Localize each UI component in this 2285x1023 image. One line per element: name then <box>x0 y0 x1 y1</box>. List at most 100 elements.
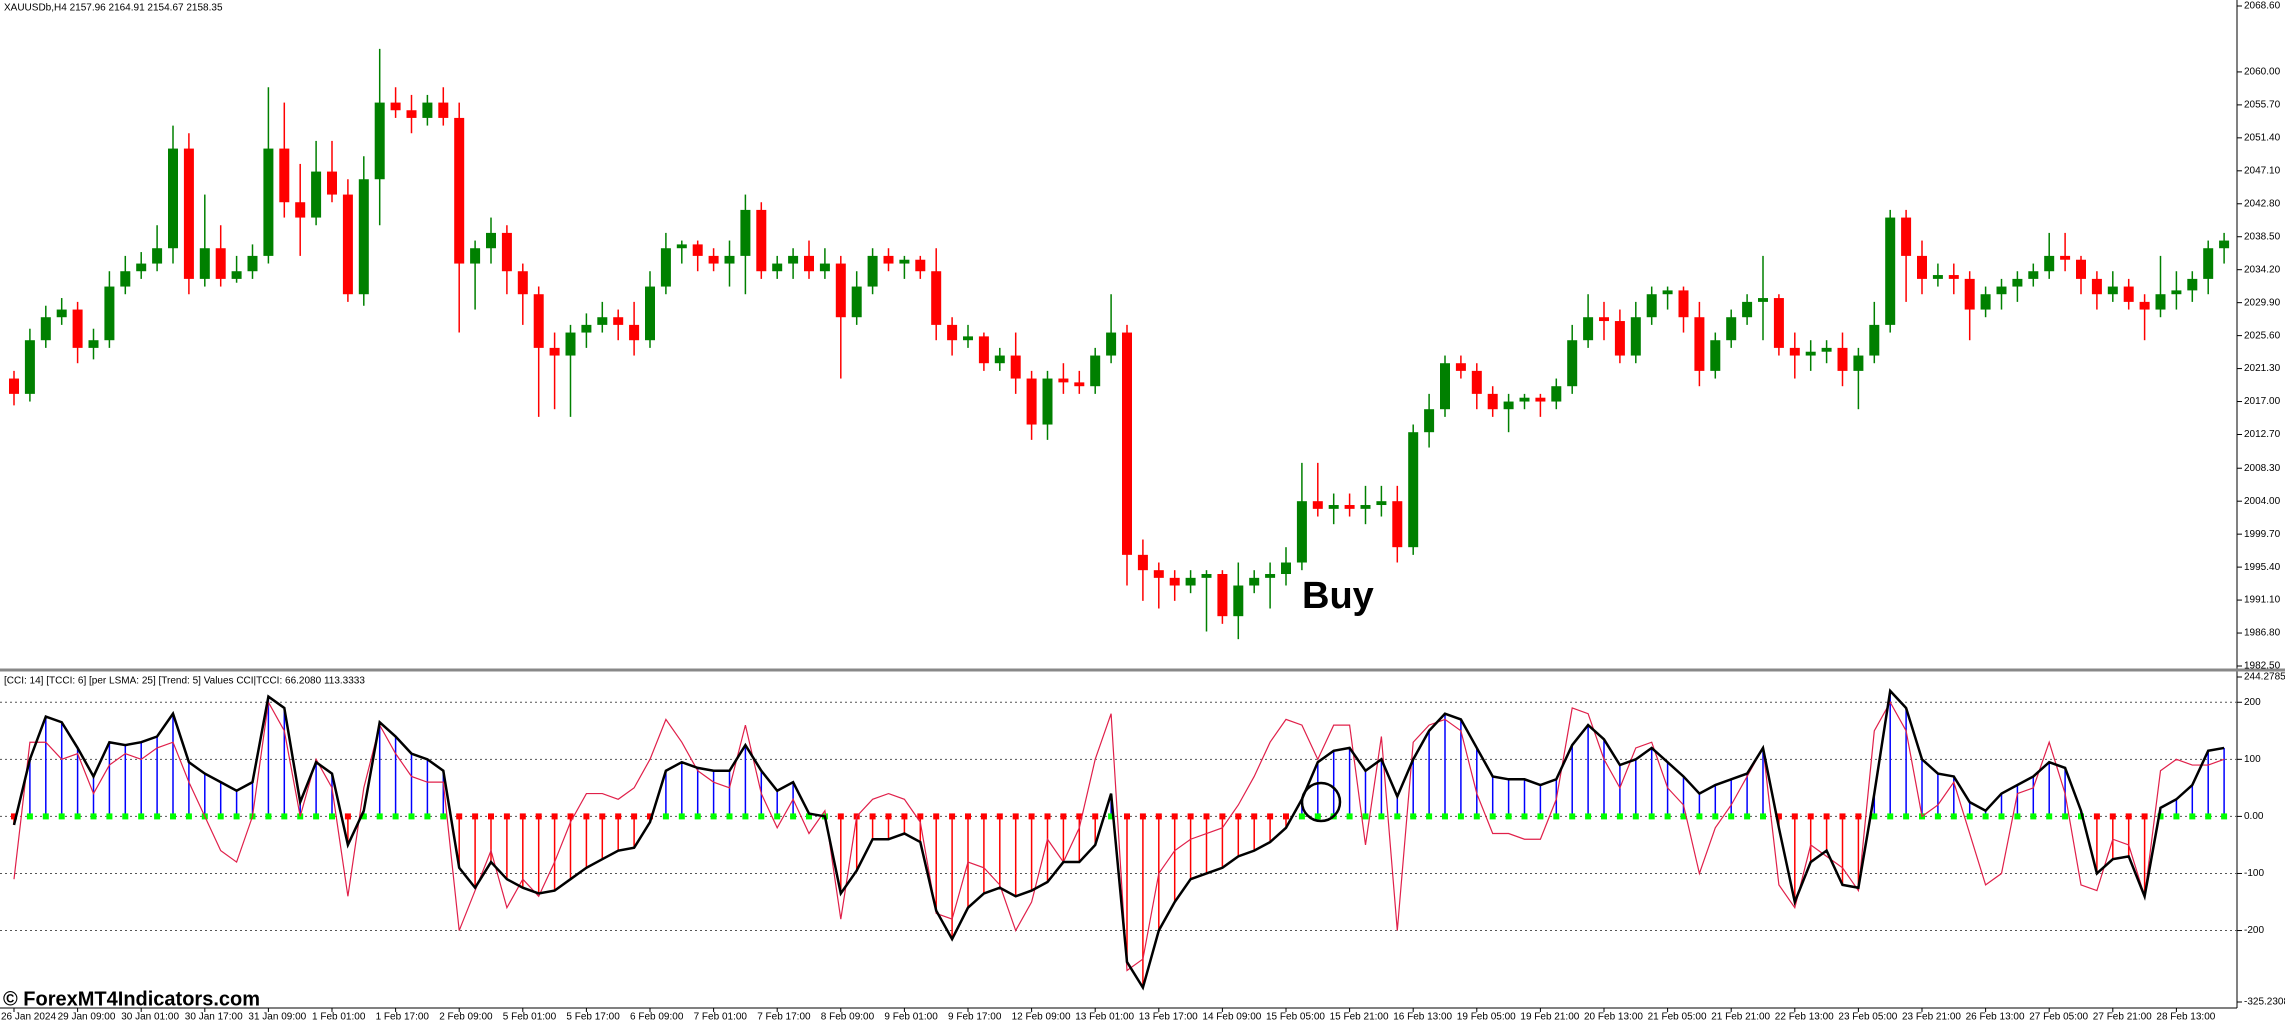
zero-dot <box>392 813 399 820</box>
watermark: © ForexMT4Indicators.com <box>3 988 260 1010</box>
zero-dot <box>1076 813 1083 820</box>
candle-body <box>136 263 147 272</box>
candle-body <box>215 248 226 279</box>
zero-dot <box>1553 813 1560 820</box>
zero-dot <box>329 813 335 820</box>
candle-body <box>1821 347 1832 352</box>
x-tick-label: 6 Feb 09:00 <box>630 1012 684 1023</box>
candle-body <box>1583 317 1594 341</box>
zero-dot <box>265 813 272 820</box>
zero-dot <box>726 813 733 820</box>
zero-dot <box>662 813 669 820</box>
zero-dot <box>1457 813 1464 820</box>
candle-body <box>565 332 576 356</box>
candle-body <box>374 102 385 180</box>
candle-body <box>501 232 512 272</box>
x-tick-label: 21 Feb 05:00 <box>1648 1012 1707 1023</box>
zero-dot <box>488 813 494 820</box>
y-tick-label: 2021.30 <box>2244 363 2281 374</box>
zero-dot <box>710 813 717 820</box>
candle-body <box>1678 290 1689 318</box>
candle-body <box>1344 505 1355 509</box>
candle-body <box>406 110 417 118</box>
zero-dot <box>1108 813 1115 820</box>
x-tick-label: 9 Feb 01:00 <box>884 1012 938 1023</box>
candle-body <box>2044 255 2055 272</box>
zero-dot <box>647 813 653 820</box>
x-tick-label: 7 Feb 17:00 <box>757 1012 811 1023</box>
zero-dot <box>901 813 908 820</box>
candle-body <box>390 102 401 111</box>
candle-body <box>1312 501 1323 509</box>
candle-body <box>756 209 767 272</box>
zero-dot <box>360 813 367 820</box>
candle-body <box>168 148 178 249</box>
candle-body <box>1503 401 1514 410</box>
y-tick-label: 2004.00 <box>2244 496 2281 507</box>
zero-dot <box>1966 813 1973 820</box>
candle-body <box>2219 240 2230 249</box>
y-tick-label: 0.00 <box>2244 811 2264 822</box>
chart-header: XAUUSDb,H4 2157.96 2164.91 2154.67 2158.… <box>4 3 223 14</box>
candle-body <box>1455 363 1466 371</box>
candle-body <box>486 232 496 249</box>
candle-body <box>72 309 83 348</box>
candle-body <box>613 317 624 325</box>
candle-body <box>295 202 306 218</box>
candle-body <box>24 340 35 394</box>
y-tick-label: 2017.00 <box>2244 396 2281 407</box>
candle-body <box>1074 382 1085 387</box>
x-tick-label: 20 Feb 13:00 <box>1584 1012 1643 1023</box>
candle-body <box>835 263 846 318</box>
zero-dot <box>1664 813 1671 820</box>
zero-dot <box>1950 813 1957 820</box>
zero-dot <box>42 813 49 820</box>
zero-dot <box>1648 813 1655 820</box>
candle-body <box>2187 278 2198 291</box>
candle-body <box>1726 317 1737 341</box>
zero-dot <box>1378 813 1385 820</box>
candle-body <box>1853 355 1864 371</box>
y-tick-label: 200 <box>2244 697 2261 708</box>
candle-body <box>279 148 290 203</box>
x-tick-label: 2 Feb 09:00 <box>439 1012 493 1023</box>
candle-body <box>183 148 194 279</box>
candle-body <box>1487 393 1498 410</box>
candle-body <box>1869 324 1880 356</box>
zero-dot <box>1521 813 1528 820</box>
zero-dot <box>2141 813 2148 820</box>
candle-body <box>2155 294 2166 310</box>
candle-body <box>1662 290 1673 295</box>
zero-dot <box>2221 813 2228 820</box>
y-tick-label: 2038.50 <box>2244 231 2281 242</box>
zero-dot <box>1124 813 1130 820</box>
candle-body <box>994 355 1005 364</box>
zero-dot <box>2173 813 2180 820</box>
candle-body <box>1026 378 1037 425</box>
candle-body <box>2123 286 2134 302</box>
zero-dot <box>583 813 590 820</box>
zero-dot <box>1585 813 1592 820</box>
x-tick-label: 1 Feb 17:00 <box>376 1012 430 1023</box>
candle-body <box>1773 298 1784 348</box>
zero-dot <box>1744 813 1751 820</box>
zero-dot <box>1537 813 1544 820</box>
zero-dot <box>2157 813 2164 820</box>
candle-body <box>1551 386 1562 402</box>
zero-dot <box>408 813 415 820</box>
candle-body <box>947 324 958 341</box>
candle-body <box>1042 378 1053 425</box>
candle-body <box>645 286 655 341</box>
y-tick-label: 2051.40 <box>2244 132 2281 143</box>
x-tick-label: 28 Feb 13:00 <box>2156 1012 2215 1023</box>
zero-dot <box>1728 813 1735 820</box>
candle-body <box>231 271 242 279</box>
candle-body <box>1742 301 1753 318</box>
zero-dot <box>233 813 240 820</box>
zero-dot <box>917 813 924 820</box>
candle-body <box>581 324 592 333</box>
zero-dot <box>519 813 526 820</box>
candle-body <box>422 102 433 118</box>
candle-body <box>1980 294 1991 310</box>
candle-body <box>1710 340 1721 371</box>
